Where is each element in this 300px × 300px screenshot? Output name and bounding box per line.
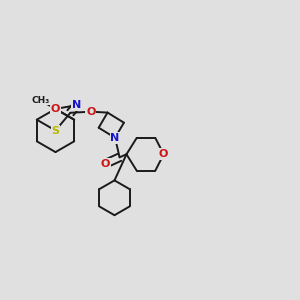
Text: S: S xyxy=(52,125,59,136)
Text: O: O xyxy=(159,149,168,159)
Text: O: O xyxy=(100,159,110,169)
Text: O: O xyxy=(51,104,60,114)
Text: N: N xyxy=(72,100,81,110)
Text: CH₃: CH₃ xyxy=(31,96,50,105)
Text: O: O xyxy=(86,107,96,117)
Text: N: N xyxy=(110,133,120,143)
